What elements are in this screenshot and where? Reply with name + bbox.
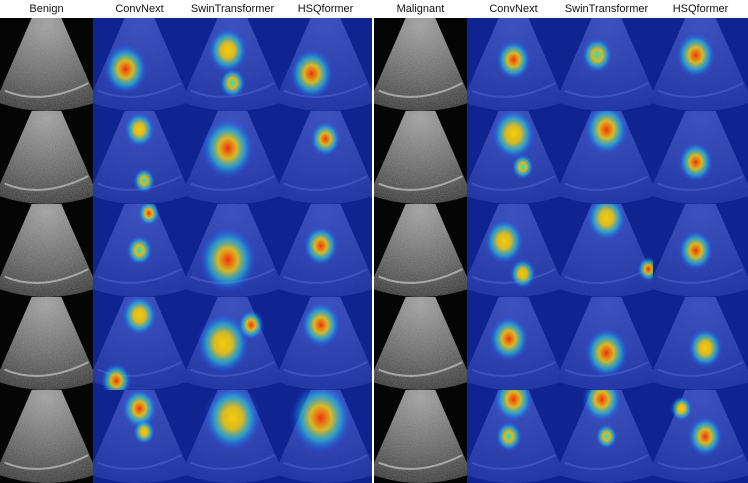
header-benign: Benign	[29, 3, 64, 15]
malignant-image-r3-c5	[374, 204, 467, 297]
header-convnext-malignant: ConvNext	[489, 3, 538, 15]
gradcam-image-r2-c2	[93, 111, 186, 204]
gradcam-image-r1-c6	[467, 18, 560, 111]
gradcam-image-r5-c2	[93, 390, 186, 483]
gradcam-image-r3-c8	[653, 204, 748, 297]
gradcam-image-r1-c3	[186, 18, 279, 111]
gradcam-image-r4-c6	[467, 297, 560, 390]
gradcam-image-r5-c7	[560, 390, 653, 483]
gradcam-image-r1-c2	[93, 18, 186, 111]
gradcam-image-r2-c6	[467, 111, 560, 204]
gradcam-image-r3-c2	[93, 204, 186, 297]
gradcam-image-r2-c8	[653, 111, 748, 204]
header-swintransformer-malignant: SwinTransformer	[564, 3, 649, 15]
gradcam-image-r1-c7	[560, 18, 653, 111]
gradcam-image-r5-c4	[279, 390, 372, 483]
benign-image-r3-c1	[0, 204, 93, 297]
gradcam-image-r2-c3	[186, 111, 279, 204]
malignant-image-r5-c5	[374, 390, 467, 483]
benign-image-r2-c1	[0, 111, 93, 204]
gradcam-image-r5-c8	[653, 390, 748, 483]
gradcam-image-r2-c4	[279, 111, 372, 204]
gradcam-image-r4-c2	[93, 297, 186, 390]
gradcam-image-r1-c4	[279, 18, 372, 111]
benign-image-r1-c1	[0, 18, 93, 111]
gradcam-image-r3-c7	[560, 204, 653, 297]
gradcam-image-r5-c6	[467, 390, 560, 483]
gradcam-image-r4-c4	[279, 297, 372, 390]
malignant-image-r1-c5	[374, 18, 467, 111]
gradcam-image-r3-c6	[467, 204, 560, 297]
malignant-image-r4-c5	[374, 297, 467, 390]
gradcam-image-r5-c3	[186, 390, 279, 483]
header-hsqformer-malignant: HSQformer	[672, 3, 729, 15]
gradcam-image-r3-c3	[186, 204, 279, 297]
gradcam-image-r4-c3	[186, 297, 279, 390]
malignant-image-r2-c5	[374, 111, 467, 204]
gradcam-image-r2-c7	[560, 111, 653, 204]
gradcam-image-r4-c7	[560, 297, 653, 390]
header-convnext-benign: ConvNext	[115, 3, 164, 15]
gradcam-image-r3-c4	[279, 204, 372, 297]
gradcam-image-r1-c8	[653, 18, 748, 111]
benign-image-r5-c1	[0, 390, 93, 483]
benign-image-r4-c1	[0, 297, 93, 390]
header-hsqformer-benign: HSQformer	[297, 3, 354, 15]
heatmap-grid	[0, 18, 748, 483]
gradcam-image-r4-c8	[653, 297, 748, 390]
header-swintransformer-benign: SwinTransformer	[190, 3, 275, 15]
header-malignant: Malignant	[396, 3, 445, 15]
